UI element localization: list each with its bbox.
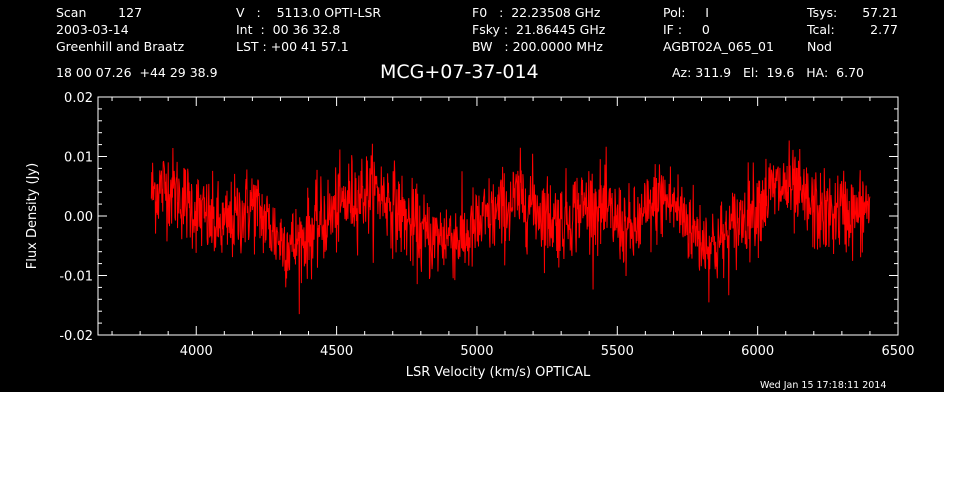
project-text: AGBT02A_065_01 — [663, 39, 774, 54]
x-tick-label: 4000 — [180, 344, 213, 359]
y-tick-label: -0.01 — [59, 270, 93, 285]
observer-text: Greenhill and Braatz — [56, 39, 185, 54]
velocity-text: V : 5113.0 OPTI-LSR — [236, 5, 382, 20]
mode-text: Nod — [807, 39, 832, 54]
x-tick-label: 5500 — [601, 344, 634, 359]
polarization-text: Pol: I — [663, 5, 709, 20]
tcal-label: Tcal: — [807, 22, 835, 37]
x-axis-label: LSR Velocity (km/s) OPTICAL — [406, 365, 591, 380]
scan-text: Scan 127 — [56, 5, 143, 20]
if-text: IF : 0 — [663, 22, 710, 37]
coordinates-text: 18 00 07.26 +44 29 38.9 — [56, 65, 218, 80]
spectrum-line — [150, 140, 871, 315]
x-tick-label: 5000 — [460, 344, 493, 359]
y-axis-label: Flux Density (Jy) — [25, 163, 40, 269]
y-tick-label: 0.02 — [64, 91, 93, 106]
tcal-value: 2.77 — [870, 22, 898, 37]
timestamp-text: Wed Jan 15 17:18:11 2014 — [760, 380, 887, 391]
y-tick-label: -0.02 — [59, 329, 93, 344]
pointing-text: Az: 311.9 El: 19.6 HA: 6.70 — [672, 65, 865, 80]
sky-frequency-text: Fsky : 21.86445 GHz — [472, 22, 606, 37]
y-tick-label: 0.01 — [64, 151, 93, 166]
spectrum-chart: 4000 4500 5000 5500 6000 6500 -0.02 -0.01 0.00 0.… — [25, 91, 915, 380]
plot-panel: Scan 127 2003-03-14 Greenhill and Braatz… — [0, 0, 944, 392]
object-name: MCG+07-37-014 — [380, 61, 539, 83]
x-tick-label: 6000 — [741, 344, 774, 359]
tsys-value: 57.21 — [862, 5, 898, 20]
x-tick-label: 6500 — [881, 344, 914, 359]
y-tick-label: 0.00 — [64, 210, 93, 225]
integration-text: Int : 00 36 32.8 — [236, 22, 341, 37]
lst-text: LST : +00 41 57.1 — [236, 39, 349, 54]
x-tick-label: 4500 — [320, 344, 353, 359]
date-text: 2003-03-14 — [56, 22, 129, 37]
tsys-label: Tsys: — [807, 5, 838, 20]
rest-frequency-text: F0 : 22.23508 GHz — [472, 5, 601, 20]
bandwidth-text: BW : 200.0000 MHz — [472, 39, 603, 54]
